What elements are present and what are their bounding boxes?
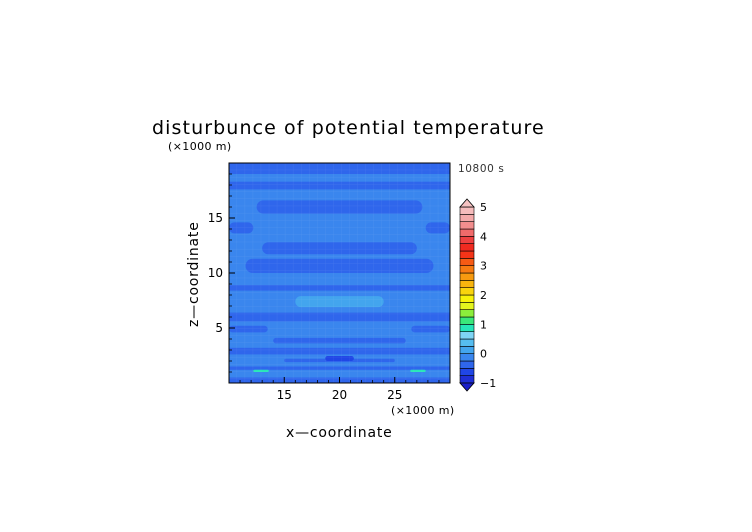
x-axis-label: x—coordinate bbox=[286, 425, 393, 441]
colorbar-swatch bbox=[459, 346, 475, 354]
field-grid bbox=[229, 163, 450, 383]
chart-title: disturbunce of potential temperature bbox=[152, 117, 545, 139]
y-axis-ticks: 5 10 15 bbox=[208, 173, 235, 373]
colorbar-swatch bbox=[459, 221, 475, 230]
colorbar-swatch bbox=[459, 243, 475, 252]
y-unit-label: (×1000 m) bbox=[168, 140, 232, 153]
colorbar-swatch bbox=[459, 331, 475, 340]
y-tick-label: 5 bbox=[215, 321, 223, 335]
colorbar-tick-label: 4 bbox=[480, 230, 487, 243]
colorbar-swatch bbox=[459, 302, 475, 310]
colorbar-over-arrow bbox=[459, 198, 475, 208]
colorbar-swatch bbox=[459, 360, 475, 369]
colorbar-swatch bbox=[459, 294, 475, 303]
colorbar-swatch bbox=[459, 375, 475, 384]
x-unit-label: (×1000 m) bbox=[391, 404, 455, 417]
colorbar-swatch bbox=[459, 338, 475, 347]
colorbar-swatch bbox=[459, 353, 475, 362]
colorbar-tick-label: 3 bbox=[480, 260, 487, 273]
y-tick-label: 10 bbox=[208, 266, 223, 280]
colorbar-swatch bbox=[459, 309, 475, 318]
colorbar-swatch bbox=[459, 368, 475, 376]
colorbar-swatch bbox=[459, 316, 475, 325]
x-tick-label: 25 bbox=[387, 388, 402, 402]
colorbar-swatch bbox=[459, 280, 475, 288]
colorbar-swatch bbox=[459, 287, 475, 296]
time-label: 10800 s bbox=[458, 163, 504, 175]
colorbar-swatch bbox=[459, 206, 475, 215]
colorbar-swatch bbox=[459, 228, 475, 237]
plot-area bbox=[228, 162, 451, 384]
colorbar-swatch bbox=[459, 272, 475, 281]
colorbar-tick-label: −1 bbox=[480, 377, 496, 390]
colorbar-tick-label: 1 bbox=[480, 318, 487, 331]
y-axis-label: z—coordinate bbox=[186, 221, 202, 327]
colorbar-swatch bbox=[459, 250, 475, 259]
colorbar-tick-label: 2 bbox=[480, 289, 487, 302]
colorbar-swatch bbox=[459, 236, 475, 244]
colorbar: −1 0 1 2 3 4 5 bbox=[459, 198, 496, 392]
colorbar-tick-label: 0 bbox=[480, 348, 487, 361]
colorbar-swatch bbox=[459, 265, 475, 274]
colorbar-swatch bbox=[459, 214, 475, 222]
x-tick-label: 20 bbox=[332, 388, 347, 402]
colorbar-under-arrow bbox=[459, 382, 475, 392]
colorbar-tick-label: 5 bbox=[480, 201, 487, 214]
colorbar-swatch bbox=[459, 324, 475, 332]
y-tick-label: 15 bbox=[208, 211, 223, 225]
x-tick-label: 15 bbox=[277, 388, 292, 402]
x-axis-ticks: 15 20 25 bbox=[239, 377, 440, 402]
colorbar-swatch bbox=[459, 258, 475, 266]
